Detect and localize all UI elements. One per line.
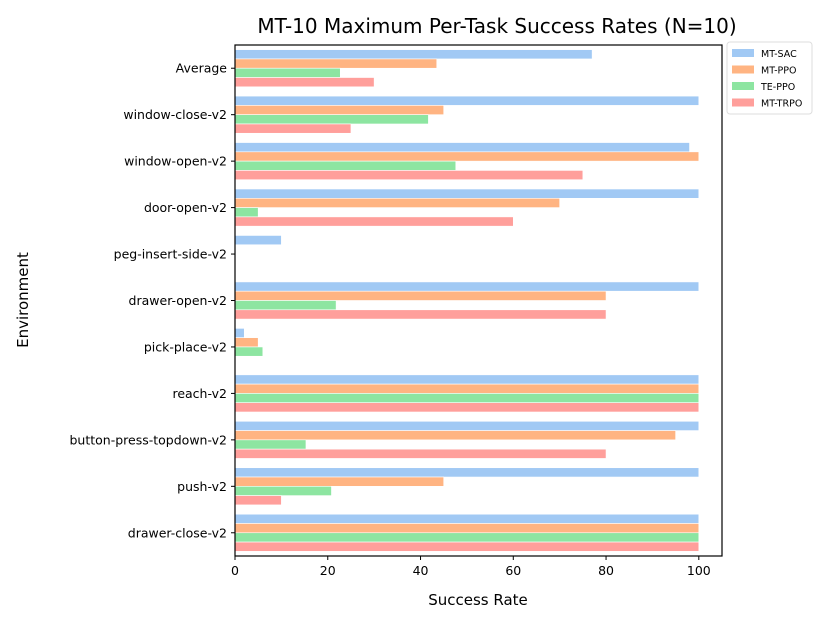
bar-mt-trpo-drawer-close-v2: [234, 541, 700, 552]
legend-label: TE-PPO: [760, 82, 795, 93]
y-tick-label: button-press-topdown-v2: [69, 432, 227, 447]
bar-mt-ppo-door-open-v2: [234, 198, 560, 208]
legend-swatch-mt-ppo: [732, 65, 754, 74]
bar-mt-ppo-button-press-topdown-v2: [234, 430, 676, 441]
x-tick-label: 40: [413, 563, 429, 578]
y-tick-label: push-v2: [177, 479, 227, 494]
bar-mt-trpo-window-close-v2: [234, 123, 352, 134]
bar-mt-sac-drawer-close-v2: [234, 513, 700, 524]
legend: MT-SAC MT-PPO TE-PPO MT-TRPO: [726, 41, 813, 115]
y-tick-label: pick-place-v2: [144, 339, 227, 354]
y-axis-label: Environment: [14, 252, 32, 348]
bar-mt-sac-door-open-v2: [234, 188, 700, 199]
bar-mt-sac-button-press-topdown-v2: [234, 420, 700, 431]
bar-mt-trpo-push-v2: [234, 495, 282, 506]
chart-title: MT-10 Maximum Per-Task Success Rates (N=…: [257, 14, 736, 38]
x-tick-label: 80: [598, 563, 614, 578]
bar-mt-sac-drawer-open-v2: [234, 281, 700, 292]
bar-mt-ppo-drawer-close-v2: [234, 523, 700, 534]
bar-mt-sac-pick-place-v2: [234, 328, 245, 338]
legend-label: MT-PPO: [761, 66, 797, 77]
x-axis-label: Success Rate: [428, 591, 528, 609]
y-tick-label: window-close-v2: [123, 107, 227, 122]
bar-mt-trpo-drawer-open-v2: [234, 309, 607, 320]
legend-label: MT-SAC: [761, 49, 797, 60]
x-tick-label: 20: [320, 563, 336, 578]
bar-mt-sac-window-close-v2: [234, 95, 700, 106]
bar-mt-sac-reach-v2: [234, 374, 700, 385]
bar-mt-trpo-Average: [234, 77, 375, 88]
legend-swatch-mt-sac: [732, 49, 754, 57]
bar-te-ppo-drawer-close-v2: [234, 532, 700, 543]
bar-mt-ppo-window-close-v2: [234, 105, 445, 115]
legend-swatch-mt-trpo: [732, 98, 754, 107]
y-tick-label: peg-insert-side-v2: [114, 247, 227, 262]
bar-mt-ppo-reach-v2: [234, 383, 700, 394]
y-tick-label: door-open-v2: [144, 200, 227, 215]
bar-mt-trpo-reach-v2: [234, 402, 700, 413]
y-tick-label: drawer-open-v2: [129, 293, 227, 308]
x-tick-label: 60: [505, 563, 521, 578]
bar-mt-sac-push-v2: [234, 467, 700, 478]
bar-mt-trpo-window-open-v2: [234, 170, 584, 181]
bar-te-ppo-reach-v2: [234, 393, 700, 403]
y-ticks: Average window-close-v2 window-open-v2 door…: [69, 61, 235, 540]
bar-te-ppo-button-press-topdown-v2: [234, 439, 307, 450]
bar-mt-trpo-door-open-v2: [234, 216, 514, 227]
bar-mt-ppo-window-open-v2: [234, 151, 700, 162]
x-tick-label: 100: [687, 563, 711, 578]
y-tick-label: window-open-v2: [124, 154, 227, 169]
bar-mt-ppo-push-v2: [234, 476, 445, 487]
bar-te-ppo-door-open-v2: [234, 207, 259, 218]
bar-te-ppo-pick-place-v2: [234, 346, 264, 357]
bar-mt-sac-Average: [234, 49, 593, 60]
bar-mt-ppo-Average: [234, 58, 438, 69]
bar-te-ppo-window-open-v2: [234, 160, 457, 171]
legend-swatch-te-ppo: [732, 82, 754, 90]
bar-mt-sac-window-open-v2: [234, 142, 690, 153]
bar-mt-sac-peg-insert-side-v2: [234, 235, 282, 246]
bar-mt-ppo-drawer-open-v2: [234, 290, 607, 301]
y-tick-label: reach-v2: [172, 386, 227, 401]
legend-label: MT-TRPO: [761, 99, 802, 110]
x-ticks: 0 20 40 60 80 100: [231, 556, 711, 578]
bars-group: [234, 49, 700, 552]
bar-te-ppo-drawer-open-v2: [234, 300, 337, 311]
bar-te-ppo-push-v2: [234, 486, 332, 496]
bar-te-ppo-window-close-v2: [234, 114, 429, 125]
bar-mt-trpo-button-press-topdown-v2: [234, 448, 607, 459]
bar-mt-ppo-pick-place-v2: [234, 337, 259, 348]
x-tick-label: 0: [231, 563, 239, 578]
y-tick-label: drawer-close-v2: [128, 525, 227, 540]
bar-te-ppo-Average: [234, 67, 341, 78]
y-tick-label: Average: [176, 61, 228, 76]
